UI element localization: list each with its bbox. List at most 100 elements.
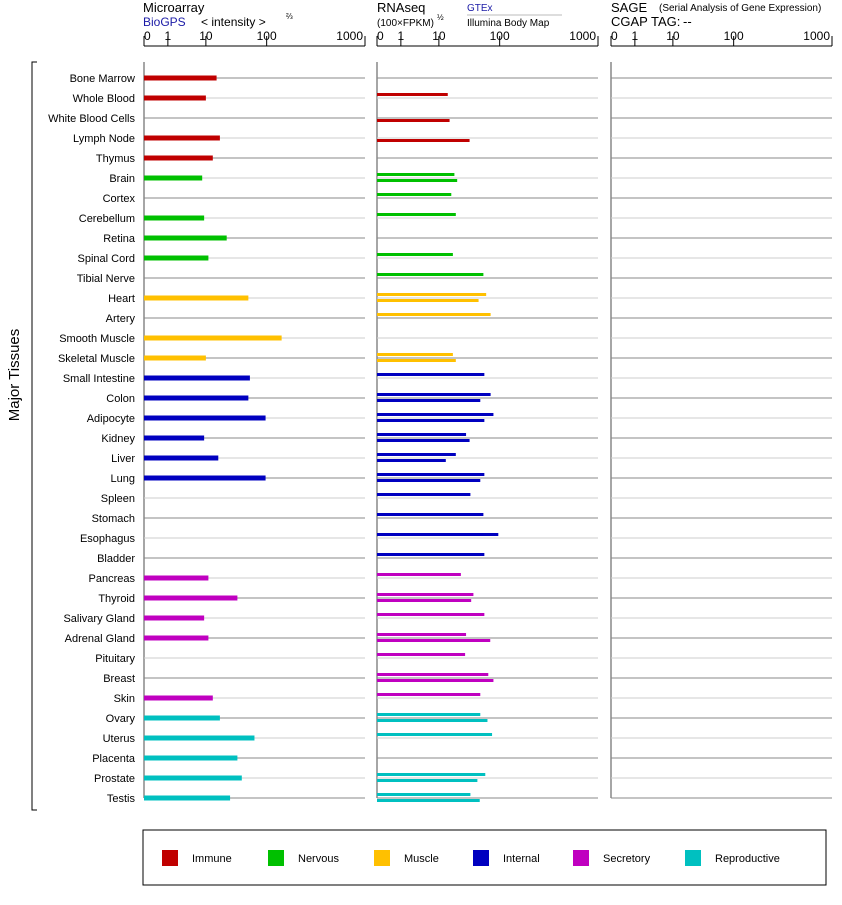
tissue-label: Lung [111,473,135,485]
microarray-bar [144,735,255,741]
microarray-unit-exponent: ⅔ [286,12,293,21]
tissue-label: Cerebellum [79,213,135,225]
microarray-unit: < intensity > [201,15,266,29]
illumina-bar [377,119,450,122]
rnaseq-tick-label: 1000 [569,29,596,43]
rnaseq-tick-label: 10 [432,29,446,43]
tissue-label: Smooth Muscle [59,333,135,345]
sage-tick-label: 1 [632,29,639,43]
microarray-bar [144,375,250,381]
microarray-tick-label: 1 [165,29,172,43]
microarray-bar [144,255,209,261]
illumina-bar [377,359,456,362]
rnaseq-unit: (100×FPKM) [377,18,434,29]
rnaseq-tick-label: 0 [377,29,384,43]
microarray-bar [144,795,231,801]
tissue-label: Kidney [101,433,135,445]
illumina-bar [377,599,472,602]
microarray-tick-label: 100 [257,29,277,43]
gtex-bar [377,653,466,656]
gtex-link[interactable]: GTEx [467,3,493,14]
sage-subtitle: (Serial Analysis of Gene Expression) [659,3,821,14]
rnaseq-tick-label: 100 [490,29,510,43]
illumina-bar [377,439,470,442]
gtex-bar [377,493,471,496]
microarray-bar [144,775,242,781]
tissue-label: Uterus [103,733,136,745]
gtex-bar [377,193,452,196]
gtex-bar [377,573,461,576]
gtex-bar [377,213,456,216]
legend-swatch-reproductive [685,850,701,866]
tissue-label: Spinal Cord [78,253,135,265]
legend-swatch-internal [473,850,489,866]
tissue-label: Liver [111,453,135,465]
microarray-bar [144,455,219,461]
illumina-bar [377,799,480,802]
gtex-bar [377,433,467,436]
tissue-label: White Blood Cells [48,113,135,125]
gtex-bar [377,593,474,596]
sage-tick-label: 100 [724,29,744,43]
gtex-bar [377,93,448,96]
tissue-label: Ovary [106,713,136,725]
gtex-bar [377,673,489,676]
gtex-bar [377,253,453,256]
tissue-label: Pituitary [95,653,135,665]
gtex-bar [377,793,471,796]
legend-label-immune: Immune [192,853,232,865]
microarray-bar [144,435,205,441]
major-tissues-label: Major Tissues [6,329,23,422]
tissue-label: Breast [103,673,135,685]
illumina-bar [377,779,478,782]
gtex-bar [377,693,481,696]
illumina-bar [377,179,458,182]
illumina-bar [377,139,470,142]
microarray-tick-label: 1000 [336,29,363,43]
tissue-label: Small Intestine [63,373,135,385]
legend-label-muscle: Muscle [404,853,439,865]
microarray-title: Microarray [143,0,205,15]
tissue-label: Stomach [92,513,135,525]
microarray-tick-label: 10 [199,29,213,43]
cgap-tag-value: -- [683,14,692,29]
tissue-label: Salivary Gland [63,613,135,625]
gtex-bar [377,313,491,316]
tissue-label: Adipocyte [87,413,135,425]
illumina-bar [377,719,488,722]
gtex-bar [377,713,481,716]
gtex-bar [377,773,486,776]
microarray-bar [144,635,209,641]
tissue-label: Colon [106,393,135,405]
biogps-link[interactable]: BioGPS [143,15,186,29]
microarray-bar [144,135,220,141]
legend-label-internal: Internal [503,853,540,865]
microarray-bar [144,475,266,481]
microarray-bar [144,75,217,81]
tissue-label: Whole Blood [73,93,135,105]
microarray-bar [144,155,213,161]
gtex-bar [377,533,499,536]
tissue-label: Adrenal Gland [65,633,135,645]
tissue-label: Prostate [94,773,135,785]
microarray-bar [144,335,282,341]
illumina-bar [377,419,485,422]
gtex-bar [377,553,485,556]
microarray-bar [144,295,249,301]
tissue-label: Pancreas [89,573,136,585]
illumina-bar [377,679,494,682]
gtex-bar [377,453,456,456]
gtex-bar [377,293,487,296]
rnaseq-title: RNAseq [377,0,425,15]
illumina-label: Illumina Body Map [467,18,550,29]
illumina-bar [377,479,481,482]
microarray-bar [144,575,209,581]
rnaseq-tick-label: 1 [398,29,405,43]
cgap-tag-label: CGAP TAG: [611,14,680,29]
microarray-bar [144,215,205,221]
legend-swatch-secretory [573,850,589,866]
legend-label-reproductive: Reproductive [715,853,780,865]
tissue-label: Retina [103,233,136,245]
tissue-label: Bladder [97,553,135,565]
